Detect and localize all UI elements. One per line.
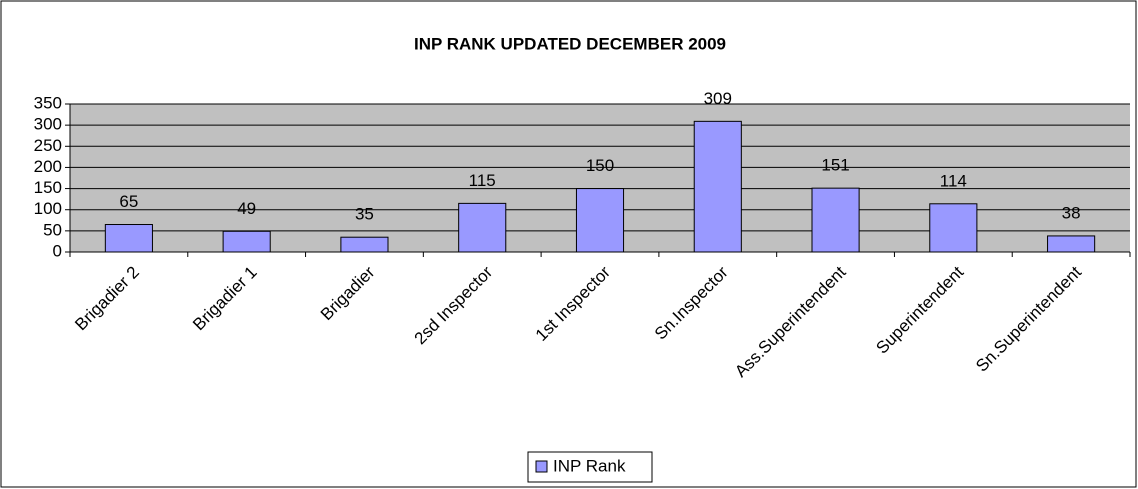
bar — [1047, 235, 1096, 253]
data-label: 309 — [704, 89, 732, 108]
y-tick-label: 300 — [34, 115, 62, 134]
data-label: 150 — [586, 156, 614, 175]
data-label: 35 — [355, 205, 374, 224]
y-tick-label: 50 — [43, 220, 62, 239]
data-label: 38 — [1062, 203, 1081, 222]
bar — [693, 120, 742, 253]
y-tick-label: 250 — [34, 136, 62, 155]
legend-label: INP Rank — [553, 456, 626, 475]
bar — [104, 224, 153, 253]
legend-box — [527, 451, 653, 483]
data-label: 49 — [237, 199, 256, 218]
data-label: 115 — [469, 171, 496, 190]
y-tick-label: 0 — [53, 241, 62, 260]
bar — [575, 188, 625, 253]
bar — [811, 187, 860, 253]
y-tick-label: 350 — [34, 93, 62, 112]
y-tick-label: 200 — [34, 157, 62, 176]
y-tick-label: 150 — [34, 178, 62, 197]
chart-title: INP RANK UPDATED DECEMBER 2009 — [414, 34, 726, 53]
data-label: 65 — [119, 192, 138, 211]
bar — [929, 203, 978, 253]
legend-swatch — [535, 460, 548, 473]
data-label: 151 — [821, 156, 849, 175]
bar — [458, 202, 507, 253]
data-label: 114 — [940, 171, 967, 190]
bar — [340, 236, 389, 253]
y-tick-label: 100 — [34, 199, 62, 218]
bar — [222, 230, 271, 253]
